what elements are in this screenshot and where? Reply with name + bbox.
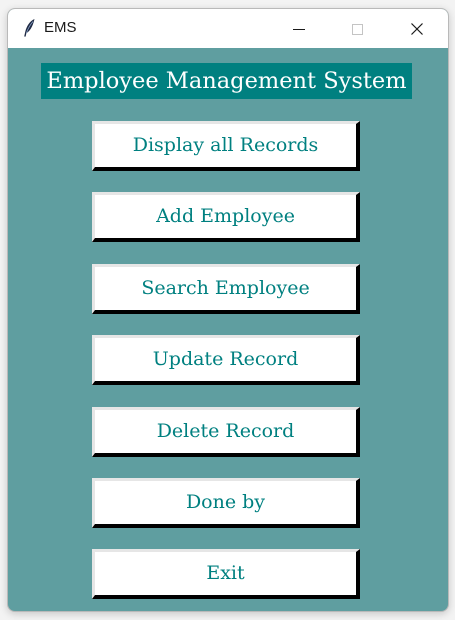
exit-button[interactable]: Exit — [92, 549, 360, 599]
window-title: EMS — [44, 19, 77, 36]
app-window: EMS Employee Management System Display a… — [7, 8, 449, 612]
maximize-button[interactable] — [334, 9, 380, 48]
done-by-button[interactable]: Done by — [92, 478, 360, 528]
close-button[interactable] — [394, 9, 440, 48]
display-all-records-button[interactable]: Display all Records — [92, 121, 360, 171]
maximize-icon — [352, 24, 363, 35]
search-employee-button[interactable]: Search Employee — [92, 264, 360, 314]
minimize-icon — [293, 29, 305, 30]
add-employee-button[interactable]: Add Employee — [92, 192, 360, 242]
minimize-button[interactable] — [276, 9, 322, 48]
close-icon — [411, 23, 423, 35]
title-bar[interactable]: EMS — [8, 9, 448, 48]
feather-icon — [22, 18, 38, 38]
delete-record-button[interactable]: Delete Record — [92, 407, 360, 457]
page-title: Employee Management System — [41, 63, 412, 99]
update-record-button[interactable]: Update Record — [92, 335, 360, 385]
